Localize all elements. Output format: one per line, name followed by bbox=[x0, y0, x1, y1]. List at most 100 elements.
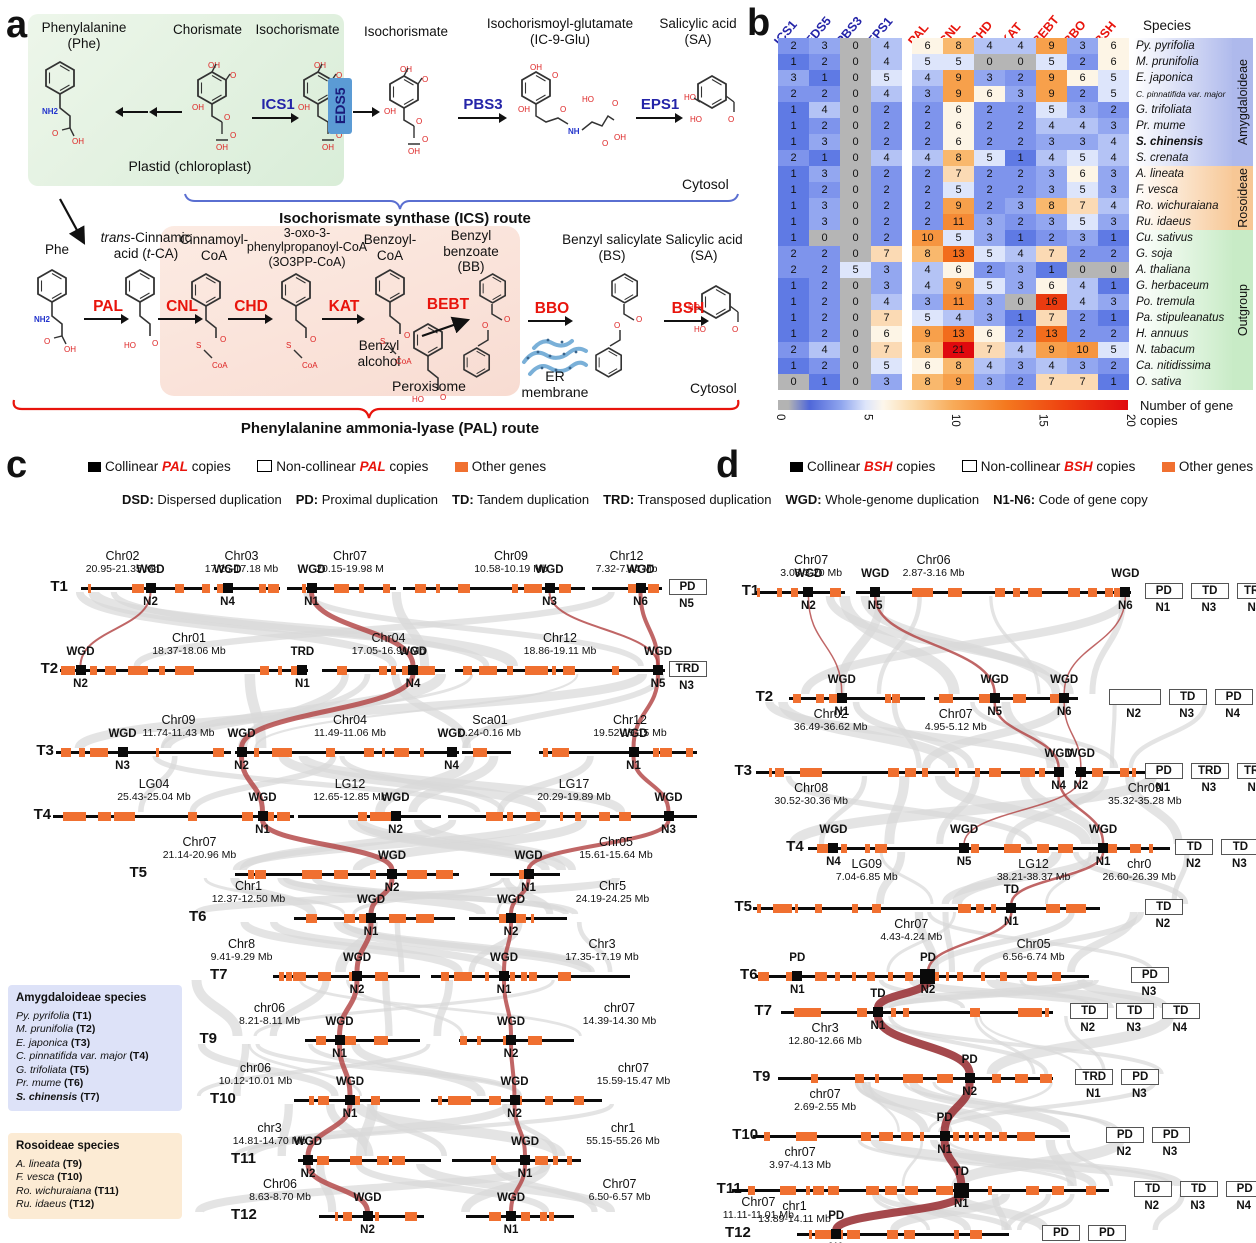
copy-code-label: N4 bbox=[826, 856, 841, 868]
chromosome-segment bbox=[297, 814, 441, 818]
gene-mark bbox=[1107, 843, 1117, 853]
collinear-copy-marker bbox=[1006, 903, 1017, 913]
copy-code-label: N2 bbox=[143, 596, 158, 608]
chromosome-segment bbox=[752, 906, 1101, 910]
gene-mark bbox=[309, 1095, 314, 1105]
gene-mark bbox=[382, 583, 391, 593]
chromosome-name: Chr02 bbox=[813, 707, 848, 721]
gene-mark bbox=[485, 811, 493, 821]
gene-mark bbox=[905, 971, 913, 981]
copy-code-label: N3 bbox=[1162, 1146, 1178, 1158]
copy-code-label: N4 bbox=[1236, 1200, 1252, 1212]
molecule-phe-b: NH2 O OH bbox=[30, 268, 88, 360]
synteny-row-label: T9 bbox=[199, 1030, 218, 1047]
clade-band-label: Outgroup bbox=[1235, 283, 1250, 337]
synteny-row-label: T5 bbox=[734, 898, 752, 915]
gene-mark bbox=[278, 665, 282, 675]
svg-text:OH: OH bbox=[614, 133, 626, 142]
heatmap-cell: 2 bbox=[809, 326, 840, 342]
species-box-title: Rosoideae species bbox=[16, 1140, 120, 1152]
gene-mark bbox=[316, 1035, 327, 1045]
duplication-type-label: WGD bbox=[353, 1192, 382, 1204]
chromosome-range: 20.29-19.89 Mb bbox=[537, 791, 611, 803]
gene-mark bbox=[97, 747, 108, 757]
heatmap-cell: 2 bbox=[1005, 102, 1036, 118]
gene-mark bbox=[814, 971, 826, 981]
copy-code-label: N2 bbox=[1186, 858, 1201, 870]
heatmap-cell: 2 bbox=[809, 278, 840, 294]
heatmap-cell: 2 bbox=[871, 214, 902, 230]
heatmap-cell: 1 bbox=[1098, 278, 1129, 294]
chromosome-segment bbox=[933, 696, 1079, 700]
gene-mark bbox=[276, 811, 291, 821]
enzyme-ics1: ICS1 bbox=[261, 96, 295, 113]
gene-mark bbox=[545, 1095, 554, 1105]
heatmap-cell: 2 bbox=[1098, 102, 1129, 118]
copy-code-label: N2 bbox=[300, 1168, 316, 1180]
collinear-copy-marker bbox=[836, 693, 847, 703]
species-name: Ro. wichuraiana bbox=[1133, 198, 1235, 214]
panel-c-label: c bbox=[6, 444, 28, 486]
copy-code-label: N2 bbox=[1116, 1146, 1132, 1158]
svg-text:O: O bbox=[482, 321, 488, 330]
duplication-type-label: WGD bbox=[297, 564, 326, 576]
heatmap-cell: 5 bbox=[912, 54, 943, 70]
gene-mark bbox=[419, 913, 434, 923]
collinear-copy-marker bbox=[506, 1035, 516, 1045]
synteny-row-label: T2 bbox=[40, 660, 59, 677]
species-box-item: A. lineata (T9) bbox=[16, 1158, 174, 1172]
gene-mark bbox=[988, 1185, 992, 1195]
synteny-ribbons bbox=[74, 589, 671, 1215]
chromosome-label: chr3 14.81-14.70 Mb bbox=[210, 1121, 330, 1147]
species-name: G. soja bbox=[1133, 246, 1235, 262]
species-name: Po. tremula bbox=[1133, 294, 1235, 310]
ics-route-bracket bbox=[184, 193, 739, 210]
gene-mark bbox=[495, 811, 502, 821]
collinear-swatch-icon bbox=[88, 462, 101, 472]
enzyme-chd: CHD bbox=[234, 298, 268, 315]
heatmap-cell: 2 bbox=[1005, 182, 1036, 198]
gene-mark bbox=[813, 767, 823, 777]
collinear-copy-marker bbox=[989, 693, 1000, 703]
gene-mark bbox=[562, 665, 576, 675]
collinear-copy-marker bbox=[872, 1007, 883, 1017]
gene-mark bbox=[884, 693, 891, 703]
chromosome-range: 20.95-21.35 Mb bbox=[85, 563, 160, 575]
gene-mark bbox=[1045, 1073, 1051, 1083]
svg-text:O: O bbox=[336, 71, 342, 80]
collinear-copy-marker bbox=[803, 587, 814, 597]
svg-text:OH: OH bbox=[400, 65, 412, 74]
gene-mark bbox=[792, 693, 802, 703]
heatmap-cell: 1 bbox=[809, 374, 840, 390]
heatmap-cell: 0 bbox=[778, 374, 809, 390]
svg-text:O: O bbox=[404, 331, 410, 340]
chromosome-name: Chr02 bbox=[105, 549, 140, 563]
noncollinear-copy-box: TD bbox=[1190, 583, 1229, 599]
gene-mark bbox=[921, 767, 929, 777]
chromosome-label: Sca01 0.24-0.16 Mb bbox=[430, 713, 550, 739]
chromosome-range: 25.43-25.04 Mb bbox=[117, 791, 191, 803]
clade-band-label: Rosoideae bbox=[1235, 168, 1250, 228]
gene-mark bbox=[905, 767, 916, 777]
noncollinear-copy-box: PD bbox=[1214, 689, 1253, 705]
gene-mark bbox=[521, 1211, 530, 1221]
gene-mark bbox=[217, 583, 227, 593]
synteny-row-label: T1 bbox=[50, 578, 68, 595]
gene-mark bbox=[302, 583, 307, 593]
heatmap-cell: 5 bbox=[871, 358, 902, 374]
collinear-copy-marker bbox=[523, 869, 534, 879]
collinear-copy-marker bbox=[387, 869, 397, 879]
noncollinear-copy-box: PD bbox=[1225, 1181, 1256, 1197]
heatmap-cell: 11 bbox=[943, 294, 974, 310]
collinear-copy-marker bbox=[663, 811, 674, 821]
heatmap-cell: 5 bbox=[974, 150, 1005, 166]
molecule-tca: HO O bbox=[116, 268, 170, 360]
gene-mark bbox=[528, 971, 538, 981]
chromosome-range: 0.24-0.16 Mb bbox=[459, 727, 521, 739]
species-code: (T5) bbox=[66, 1063, 89, 1076]
duplication-type-label: TD bbox=[1003, 884, 1020, 896]
heatmap-cell: 3 bbox=[1067, 230, 1098, 246]
heatmap-cell: 3 bbox=[809, 166, 840, 182]
duplication-type-label: WGD bbox=[213, 564, 242, 576]
heatmap-cell: 5 bbox=[1098, 70, 1129, 86]
